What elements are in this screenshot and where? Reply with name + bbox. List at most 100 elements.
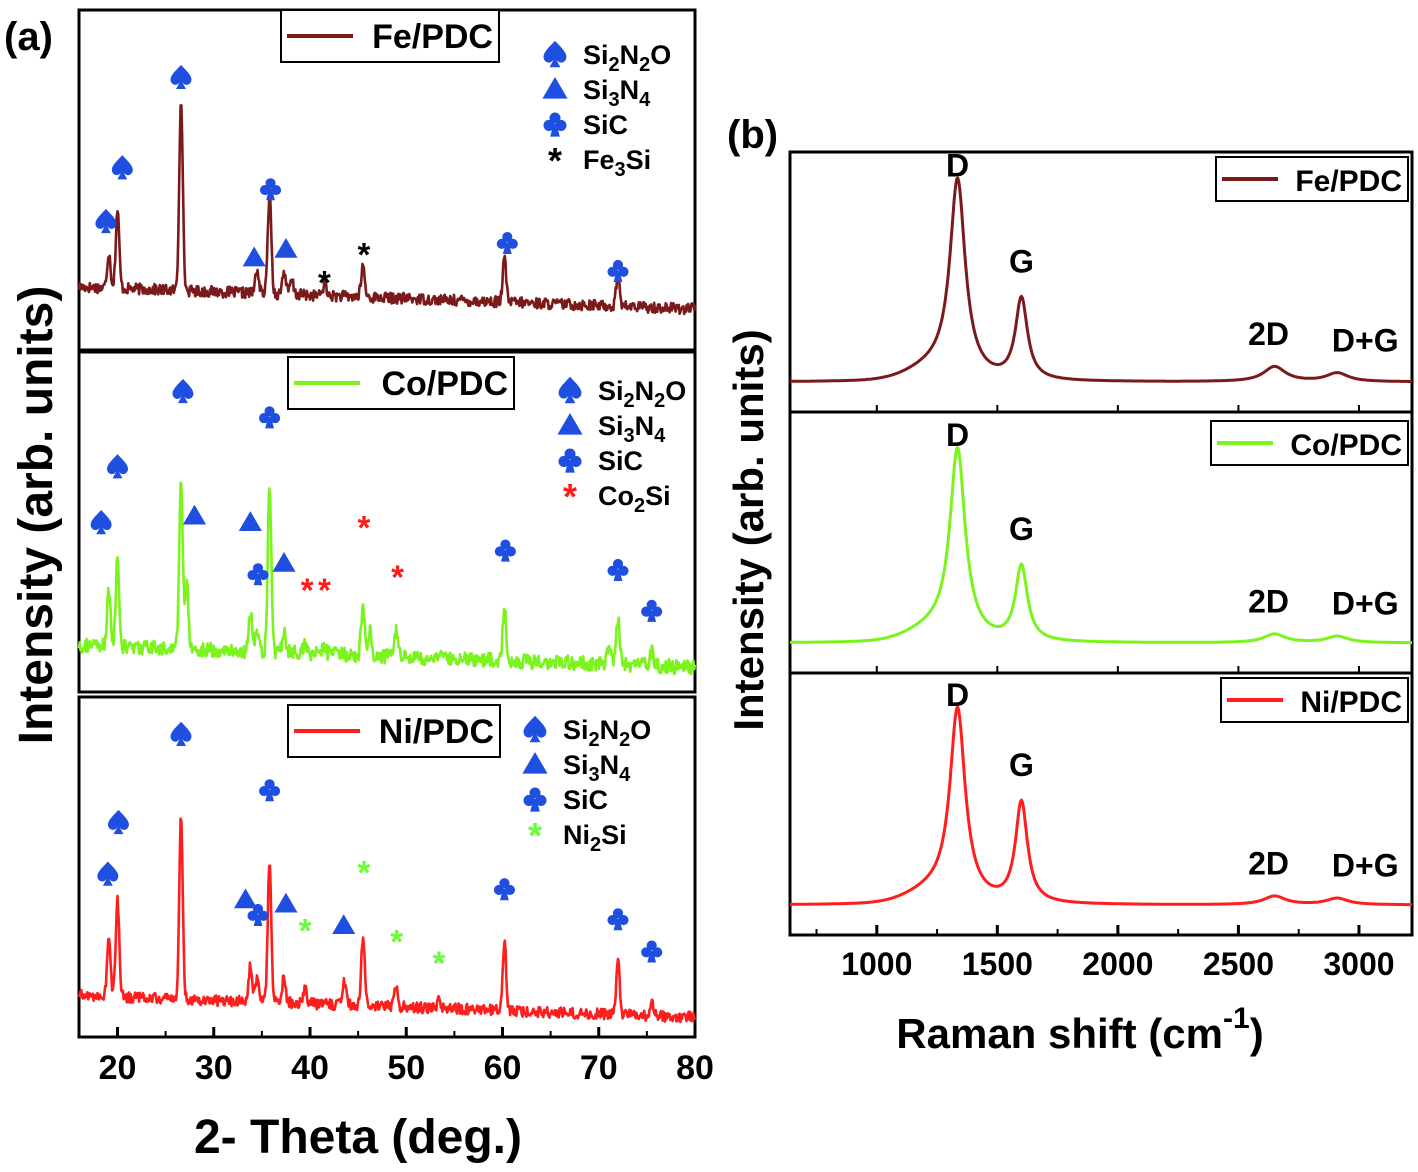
club-lobe [607,266,618,277]
phase-legend-symbol-star: * [528,815,542,856]
phase-legend-symbol-club [558,448,582,473]
formula-part: Si [645,481,671,511]
club-lobe [652,947,663,958]
formula-part: N [635,376,655,406]
raman-band-label: 2D [1248,845,1289,881]
xrd-peak-marker-star: * [318,571,331,608]
xrd-subplot-frame [77,350,697,694]
phase-legend-label: Fe3Si [583,145,651,181]
club-stem [253,914,263,926]
xrd-x-tick-label: 30 [195,1049,233,1087]
club-stem [613,569,623,581]
xrd-peak-marker-triangle [274,892,298,913]
raman-series-line [789,446,1413,645]
raman-x-axis-label: Raman shift (cm-1) [896,1002,1263,1057]
club-lobe [270,413,281,424]
xrd-panel: (a) Intensity (arb. units) 2- Theta (deg… [4,8,714,1164]
phase-legend-symbol-spade [543,40,567,68]
xrd-series-line [77,104,697,316]
raman-band-label: D [946,677,969,713]
raman-panel: (b) Intensity (arb. units) Raman shift (… [725,113,1414,1057]
club-lobe [270,185,282,196]
panel-a-label: (a) [4,15,53,59]
club-lobe [265,178,276,189]
club-lobe [612,259,624,271]
club-lobe [252,563,264,574]
formula-part: O [650,40,671,70]
club-lobe [618,915,629,926]
formula-part: Si [601,820,627,850]
xrd-peak-marker-triangle [332,914,356,934]
club-lobe [652,606,663,617]
xrd-legend-label: Co/PDC [381,365,508,403]
club-stem [500,888,509,901]
club-stem [647,610,657,622]
club-stem [253,573,263,586]
subscript: 4 [639,89,651,111]
club-lobe [504,884,515,896]
club-lobe [494,546,505,557]
subscript: 2 [624,390,635,412]
formula-part: Si [598,376,624,406]
raman-subplot-co-pdc: D G 2D D+G Co/PDC [788,410,1414,675]
formula-part: Si [583,40,609,70]
club-lobe [646,940,657,951]
xrd-series-line [77,817,697,1024]
phase-legend-label: Ni2Si [563,820,627,856]
raman-band-label: D+G [1332,848,1399,884]
phase-legend-label: Si3N4 [563,750,631,786]
raman-band-label: D+G [1332,586,1399,622]
club-lobe [500,539,511,550]
xrd-x-tick-label: 60 [484,1049,522,1087]
club-lobe [259,185,271,196]
panel-b-label: (b) [727,113,778,157]
club-stem [265,789,274,802]
xrd-peak-marker-star: * [433,944,446,981]
phase-legend-symbol-spade [523,715,547,743]
raman-x-ticks: 1000 1500 2000 2500 3000 [815,405,1395,982]
formula-part: Si [563,750,589,780]
raman-band-label: 2D [1248,316,1289,352]
xrd-peak-marker-star: * [299,912,312,949]
xrd-peak-marker-club [259,779,281,802]
subscript: 3 [609,89,620,111]
club-stem [530,799,540,812]
raman-y-axis-label: Intensity (arb. units) [725,329,772,730]
raman-subplot-fe-pdc: D G 2D D+G Fe/PDC [788,148,1414,414]
club-lobe [558,455,570,467]
phase-legend-label: SiC [598,446,643,476]
club-lobe [543,119,555,131]
subscript: 2 [654,390,665,412]
raman-subplots: D G 2D D+G Fe/PDC D G 2D D+G Co/PDC D G 2D D+G Ni/PDC [788,148,1414,937]
xrd-peak-marker-spade [107,809,129,835]
formula-part: SiC [563,785,608,815]
subscript: 3 [624,425,635,447]
xrd-legend-label: Ni/PDC [379,713,494,751]
formula-part: SiC [598,446,643,476]
subscript: 3 [615,159,626,181]
xrd-peak-marker-star: * [357,854,370,891]
raman-band-label: G [1009,243,1034,279]
phase-legend-label: Si2N2O [583,40,671,76]
raman-legend-label: Fe/PDC [1295,165,1402,198]
club-lobe [259,413,270,424]
xrd-peak-marker-triangle [233,888,258,909]
formula-part: N [600,715,620,745]
club-stem [500,550,510,562]
formula-part: Ni [563,820,590,850]
club-lobe [549,112,561,124]
subscript: 2 [639,54,650,76]
xrd-x-axis-label: 2- Theta (deg.) [194,1111,522,1164]
club-lobe [259,786,270,797]
xrd-peak-marker-club [641,599,663,622]
raman-x-axis-label-suffix: ) [1250,1010,1264,1057]
phase-legend-label: Si2N2O [563,715,651,751]
xrd-peak-marker-triangle [272,552,296,572]
club-lobe [612,558,624,570]
xrd-x-tick-label: 40 [291,1049,329,1087]
xrd-y-axis-label: Intensity (arb. units) [10,286,63,745]
xrd-peak-marker-club [607,558,629,581]
formula-part: Si [598,411,624,441]
